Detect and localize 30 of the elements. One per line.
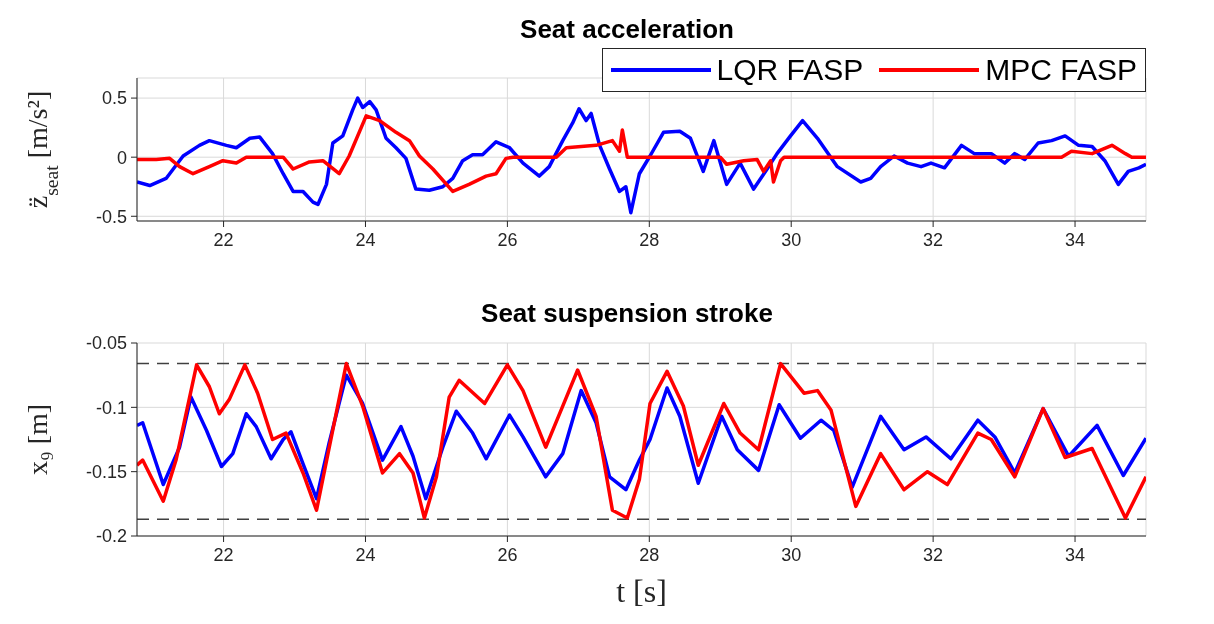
x-tick-label: 26 <box>497 229 518 250</box>
x-tick-label: 22 <box>213 544 234 565</box>
x-tick-label: 28 <box>639 229 660 250</box>
y-tick-label: -0.15 <box>85 462 127 483</box>
x-tick-label: 34 <box>1065 544 1086 565</box>
x-axis-title: t [s] <box>616 573 667 609</box>
x-tick-label: 30 <box>781 544 802 565</box>
x-tick-label: 30 <box>781 229 802 250</box>
x-tick-label: 28 <box>639 544 660 565</box>
x-tick-label: 34 <box>1065 229 1086 250</box>
y-tick-label: -0.2 <box>95 526 127 547</box>
line-series <box>137 96 1146 215</box>
x-tick-label: 22 <box>213 229 234 250</box>
y-axis-title: x₉ [m] <box>22 403 53 476</box>
legend-label: MPC FASP <box>985 53 1137 87</box>
legend-label: LQR FASP <box>716 53 864 87</box>
line-series <box>137 114 1146 194</box>
x-tick-label: 32 <box>923 229 944 250</box>
y-tick-label: -0.1 <box>95 397 127 418</box>
y-tick-label: 0 <box>116 147 127 168</box>
y-tick-label: -0.5 <box>95 206 127 227</box>
y-tick-label: 0.5 <box>101 88 127 109</box>
x-tick-label: 24 <box>355 229 376 250</box>
chart-title: Seat suspension stroke <box>480 297 774 330</box>
y-tick-label: -0.05 <box>85 333 127 354</box>
x-tick-label: 24 <box>355 544 376 565</box>
line-series <box>137 361 1146 520</box>
x-tick-label: 26 <box>497 544 518 565</box>
x-tick-label: 32 <box>923 544 944 565</box>
chart-title: Seat acceleration <box>519 13 735 46</box>
